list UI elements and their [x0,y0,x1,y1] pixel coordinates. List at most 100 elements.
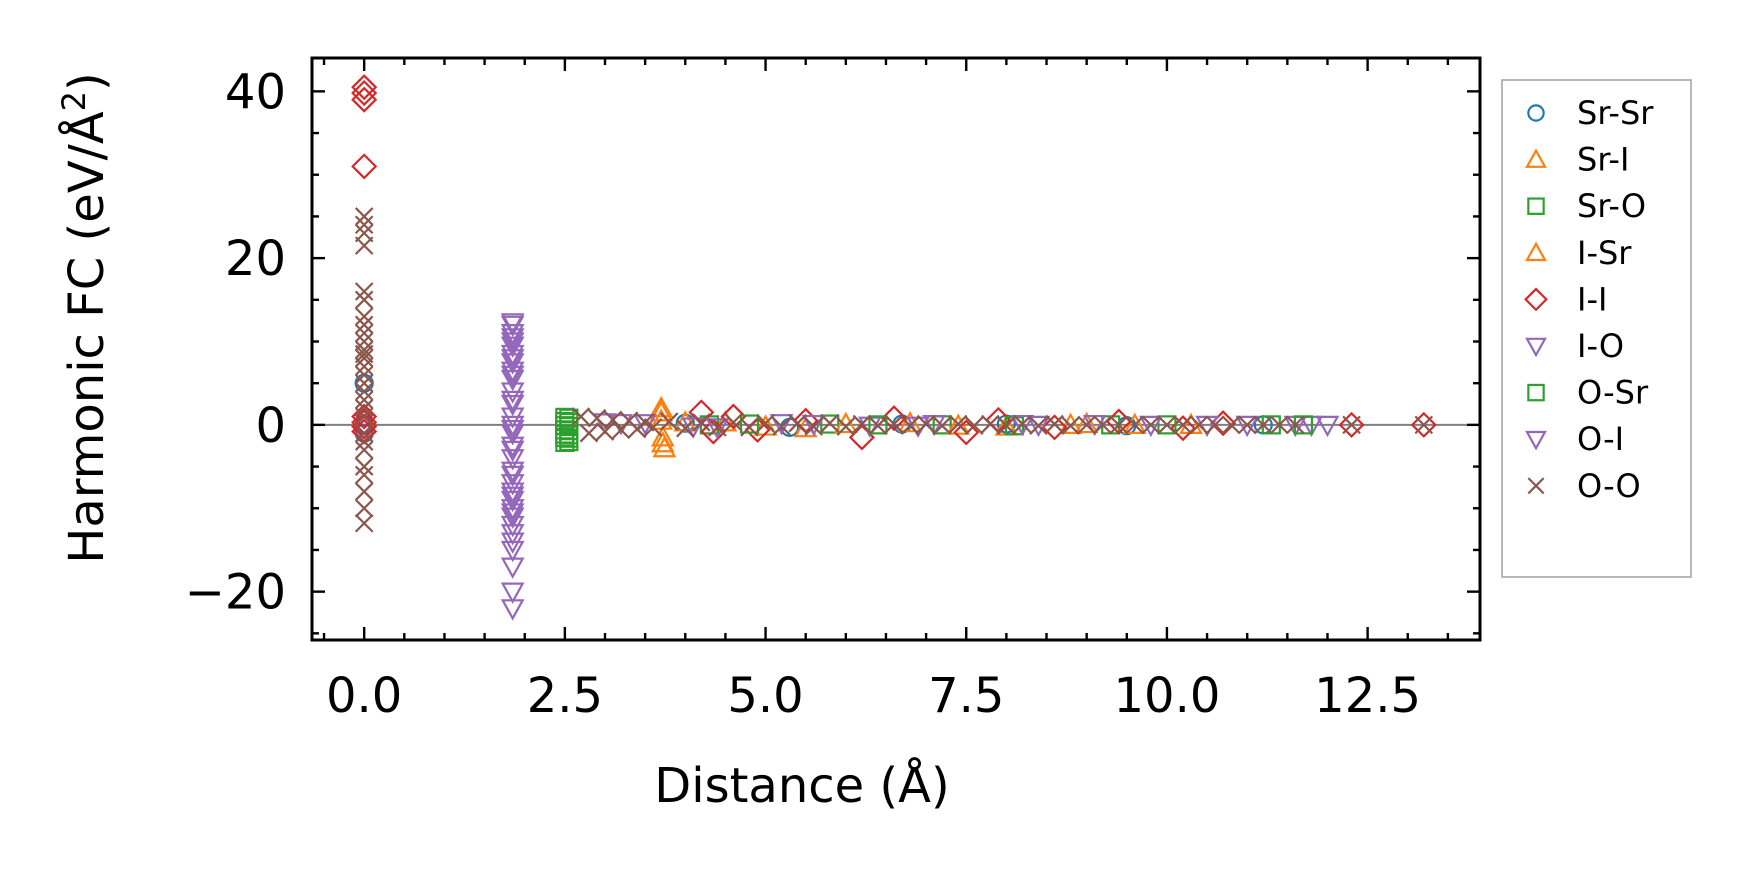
data-point [354,482,374,501]
data-point [500,419,525,442]
data-point [1253,415,1273,435]
data-point [724,413,743,432]
data-point [354,236,374,255]
data-point [964,416,984,435]
data-point [351,403,378,430]
y-tick-label: 20 [225,231,286,287]
legend-marker [1527,104,1545,122]
data-point [571,407,591,426]
legend-entry: I-O [1525,327,1624,365]
data-point [354,440,374,460]
data-point [1125,415,1145,435]
x-tick-labels: 0.0 2.5 5.0 7.5 10.0 12.5 [326,668,1421,724]
data-point [351,74,378,101]
x-tick-label: 10.0 [1113,668,1220,724]
data-point [500,582,525,604]
data-point [1061,416,1080,435]
data-point [500,465,525,488]
legend-entry: I-Sr [1525,234,1632,272]
data-point [1189,415,1209,435]
data-point [681,417,706,439]
legend-label: I-Sr [1577,234,1632,272]
legend-label: O-Sr [1577,374,1649,412]
data-point [354,398,374,418]
x-tick-label: 5.0 [727,668,803,724]
data-point [836,417,856,436]
data-point [500,394,525,417]
data-point [820,413,840,433]
data-point [354,465,374,485]
data-point [649,395,674,418]
y-tick-label: −20 [185,565,286,621]
data-point [1410,411,1437,438]
data-point [351,79,378,107]
data-point [643,418,663,437]
y-tick-labels: −20 0 20 40 [185,64,286,620]
legend-entry: Sr-Sr [1527,94,1654,132]
legend-marker [1527,383,1545,402]
data-point [354,373,374,393]
data-point [804,417,823,436]
data-point [1109,415,1129,435]
legend-label: Sr-I [1577,141,1629,179]
data-point [603,410,623,430]
data-point [650,425,675,447]
axis-ticks [312,58,1480,640]
data-point [500,503,525,525]
legend-label: O-O [1577,467,1641,505]
legend: Sr-Sr Sr-I Sr-O I-Sr I-I I-O O-Sr O-I O-O [1501,79,1692,578]
legend-marker [1525,148,1547,168]
data-point [1157,415,1177,435]
legend-entry: I-I [1524,280,1607,318]
data-point [1270,415,1289,435]
data-point [354,432,374,451]
data-point [900,416,920,435]
legend-marker [1527,197,1545,215]
data-point [354,348,374,368]
data-point [351,86,378,113]
data-point [579,423,599,443]
data-point [635,413,655,432]
data-point [500,449,525,471]
data-point [916,414,936,434]
data-point [354,390,374,410]
data-point [820,414,840,434]
data-point [1173,415,1193,435]
y-axis-label-close: ) [59,72,115,91]
data-point [354,382,374,401]
legend-entry: Sr-I [1525,141,1629,179]
data-point [500,461,525,484]
data-point [1338,411,1365,438]
data-point [740,418,759,437]
legend-label: O-I [1577,420,1624,458]
data-point [868,415,888,435]
legend-entry: Sr-O [1527,187,1646,225]
legend-marker [1525,430,1547,451]
data-point [932,416,952,435]
data-point [1414,415,1434,435]
data-point [1286,415,1305,435]
data-point [1157,415,1177,435]
data-point [500,313,525,335]
data-point [1029,416,1048,435]
data-point [997,416,1016,435]
data-point [756,413,775,433]
data-point [1315,415,1340,438]
data-point [354,340,374,360]
data-point [884,414,904,434]
y-axis-label: Harmonic FC (eV/Å2) [55,72,115,564]
data-point [500,599,525,621]
data-point [650,430,675,453]
y-axis-label-superscript: 2 [55,91,93,111]
data-point [692,413,711,432]
data-point [705,418,730,440]
data-point [788,413,807,433]
data-point [354,215,374,235]
data-points [351,74,1437,621]
data-point [500,390,525,413]
data-point [673,410,698,432]
data-point [953,419,980,446]
data-point [1013,414,1032,434]
data-point [354,513,374,533]
data-point [1045,414,1064,434]
